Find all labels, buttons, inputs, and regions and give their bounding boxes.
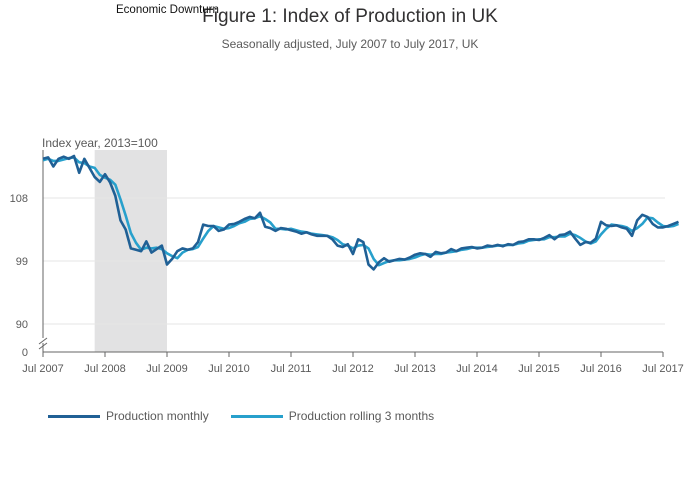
y-tick-label: 0 xyxy=(22,347,28,359)
x-tick-label: Jul 2008 xyxy=(84,363,126,375)
x-tick-label: Jul 2010 xyxy=(208,363,250,375)
y-axis-label: Index year, 2013=100 xyxy=(42,136,158,150)
x-tick-label: Jul 2017 xyxy=(642,363,684,375)
legend-swatch-rolling xyxy=(230,414,283,418)
x-tick-label: Jul 2009 xyxy=(146,363,188,375)
legend-swatch-monthly xyxy=(48,414,100,418)
x-tick-label: Jul 2016 xyxy=(580,363,622,375)
y-tick-label: 90 xyxy=(16,319,28,331)
x-tick-label: Jul 2013 xyxy=(394,363,436,375)
x-tick-label: Jul 2007 xyxy=(22,363,64,375)
legend: Production monthly Production rolling 3 … xyxy=(48,409,456,423)
y-tick-label: 99 xyxy=(16,256,28,268)
series-line-monthly xyxy=(42,154,679,271)
chart-title: Figure 1: Index of Production in UK xyxy=(202,6,498,27)
legend-item-monthly[interactable]: Production monthly xyxy=(48,409,209,423)
axis-break-mark xyxy=(38,342,48,350)
chart-subtitle: Seasonally adjusted, July 2007 to July 2… xyxy=(221,37,479,51)
axis-break-mark xyxy=(38,337,48,345)
x-tick-label: Jul 2014 xyxy=(456,363,498,375)
legend-label-monthly: Production monthly xyxy=(106,409,209,423)
shade-label: Economic Downturn xyxy=(116,4,219,16)
y-tick-label: 108 xyxy=(10,193,28,205)
x-tick-label: Jul 2015 xyxy=(518,363,560,375)
legend-item-rolling[interactable]: Production rolling 3 months xyxy=(230,409,435,423)
x-tick-label: Jul 2012 xyxy=(332,363,374,375)
x-tick-label: Jul 2011 xyxy=(271,363,312,375)
legend-label-rolling: Production rolling 3 months xyxy=(288,409,435,423)
